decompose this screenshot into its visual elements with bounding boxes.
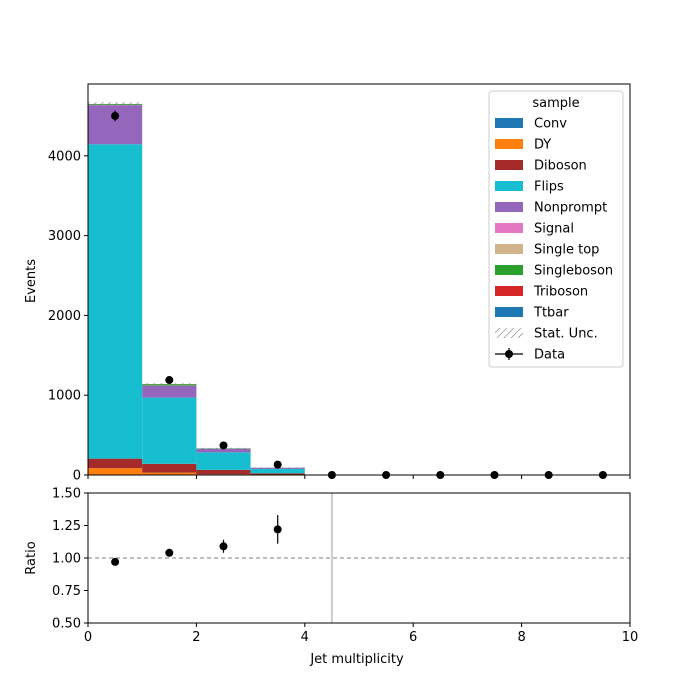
ratio-point bbox=[273, 525, 282, 534]
main-x-ticks bbox=[87, 475, 631, 479]
ratio-plot-frame bbox=[87, 492, 631, 624]
ratio-x-tick-label: 2 bbox=[192, 630, 200, 645]
ratio-point bbox=[111, 557, 120, 566]
ratio-x-tick-label: 6 bbox=[409, 630, 417, 645]
main-plot-frame bbox=[87, 83, 631, 476]
main-y-tick-label: 0 bbox=[73, 469, 81, 484]
main-y-ticks: 0 1000 2000 3000 4000 bbox=[48, 149, 88, 484]
legend-swatch-ttbar bbox=[495, 307, 523, 317]
bar-nonprompt-bin-1 bbox=[142, 385, 197, 398]
legend-swatch-flips bbox=[495, 181, 523, 191]
ratio-x-tick-label: 0 bbox=[84, 630, 92, 645]
ratio-x-tick-label: 8 bbox=[517, 630, 525, 645]
bar-flips-bin-1 bbox=[142, 397, 197, 464]
legend-label: Conv bbox=[534, 117, 567, 132]
legend-swatch-singleboson bbox=[495, 265, 523, 275]
legend-label: Diboson bbox=[534, 159, 587, 174]
bar-flips-bin-2 bbox=[196, 452, 251, 470]
legend-label: Nonprompt bbox=[534, 201, 607, 216]
legend-title: sample bbox=[532, 96, 579, 111]
ratio-y-axis-label: Ratio bbox=[24, 541, 39, 574]
legend-label: Data bbox=[534, 348, 565, 363]
main-y-axis-label: Events bbox=[24, 259, 39, 303]
legend-swatch-dy bbox=[495, 139, 523, 149]
legend-swatch-signal bbox=[495, 223, 523, 233]
ratio-x-tick-label: 10 bbox=[622, 630, 639, 645]
ratio-y-tick-label: 1.50 bbox=[52, 487, 81, 502]
legend-label: Ttbar bbox=[533, 306, 569, 321]
legend-label: Signal bbox=[534, 222, 574, 237]
ratio-plot-panel: 0.50 0.75 1.00 1.25 1.50 0 2 4 6 8 10 Ratio Jet m… bbox=[24, 487, 638, 668]
bar-diboson-bin-0 bbox=[88, 458, 143, 469]
legend-label: Singleboson bbox=[534, 264, 613, 279]
ratio-y-tick-label: 1.00 bbox=[52, 552, 81, 567]
legend-label: DY bbox=[534, 138, 551, 153]
bar-diboson-bin-1 bbox=[142, 463, 197, 473]
legend-swatch-stat-unc bbox=[495, 328, 523, 338]
stacked-histogram bbox=[88, 103, 305, 475]
ratio-x-ticks: 0 2 4 6 8 10 bbox=[84, 623, 638, 645]
data-point bbox=[219, 441, 228, 450]
main-y-tick-label: 3000 bbox=[48, 229, 81, 244]
data-point bbox=[111, 111, 120, 120]
legend-swatch-triboson bbox=[495, 286, 523, 296]
ratio-points bbox=[111, 515, 282, 566]
legend-swatch-diboson bbox=[495, 160, 523, 170]
legend-swatch-single-top bbox=[495, 244, 523, 254]
bar-diboson-bin-2 bbox=[196, 469, 251, 475]
ratio-point bbox=[219, 542, 228, 551]
ratio-x-tick-label: 4 bbox=[301, 630, 309, 645]
legend-label: Single top bbox=[534, 243, 599, 258]
ratio-point bbox=[165, 548, 174, 557]
legend-swatch-nonprompt bbox=[495, 202, 523, 212]
bar-flips-bin-0 bbox=[88, 144, 143, 459]
stat-unc-band-bin-0 bbox=[88, 102, 143, 106]
main-y-tick-label: 1000 bbox=[48, 389, 81, 404]
legend-label: Stat. Unc. bbox=[534, 327, 598, 342]
bar-flips-bin-3 bbox=[250, 468, 305, 474]
data-point bbox=[273, 460, 282, 469]
legend-swatch-conv bbox=[495, 118, 523, 128]
main-plot-panel: 0 1000 2000 3000 4000 Events sample Conv DY Di… bbox=[24, 83, 631, 484]
bar-dy-bin-0 bbox=[88, 468, 143, 475]
bar-dy-bin-1 bbox=[142, 472, 197, 475]
ratio-y-ticks: 0.50 0.75 1.00 1.25 1.50 bbox=[52, 487, 88, 632]
ratio-y-tick-label: 0.75 bbox=[52, 584, 81, 599]
ratio-y-tick-label: 1.25 bbox=[52, 519, 81, 534]
legend: sample Conv DY Diboson Flips Nonprompt Signal… bbox=[488, 90, 624, 368]
legend-label: Flips bbox=[534, 180, 564, 195]
x-axis-label: Jet multiplicity bbox=[309, 652, 404, 667]
legend-data-marker bbox=[505, 350, 513, 358]
bar-diboson-bin-3 bbox=[250, 473, 305, 475]
main-y-tick-label: 4000 bbox=[48, 149, 81, 164]
legend-label: Triboson bbox=[533, 285, 588, 300]
ratio-y-tick-label: 0.50 bbox=[52, 617, 81, 632]
data-point bbox=[165, 376, 174, 385]
main-y-tick-label: 2000 bbox=[48, 309, 81, 324]
bar-nonprompt-bin-2 bbox=[196, 448, 251, 453]
